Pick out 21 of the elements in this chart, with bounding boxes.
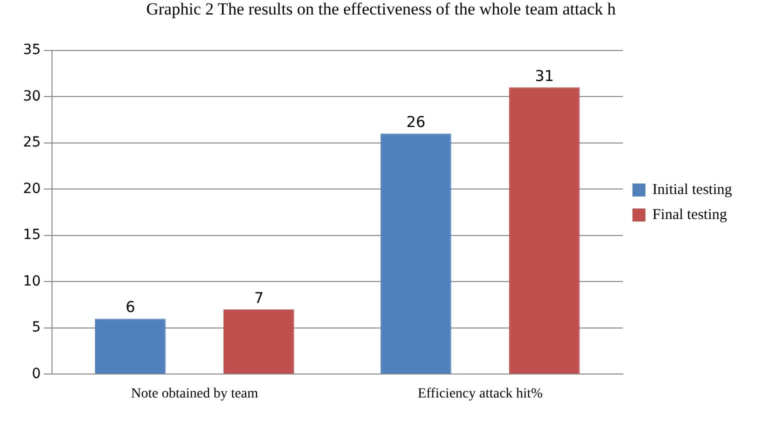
y-tick-label: 20: [22, 180, 41, 197]
bar: [224, 309, 294, 374]
data-label: 26: [406, 113, 426, 132]
bar: [95, 318, 166, 374]
legend-label: Final testing: [652, 206, 728, 223]
y-tick-label: 25: [22, 134, 41, 151]
data-label: 6: [126, 298, 136, 316]
y-tick-label: 5: [32, 320, 41, 336]
legend-label: Initial testing: [652, 182, 732, 198]
y-tick-label: 35: [22, 42, 41, 58]
chart-title: Graphic 2 The results on the effectiveness of the whole team attack h: [146, 0, 616, 19]
x-tick-label: Note obtained by team: [131, 386, 258, 402]
y-tick-label: 0: [32, 366, 41, 382]
bar: [509, 87, 580, 374]
bar: [380, 134, 452, 374]
y-tick-label: 10: [22, 273, 41, 290]
data-label: 7: [254, 288, 264, 307]
x-tick-label: Efficiency attack hit%: [418, 386, 543, 402]
y-tick-label: 15: [22, 227, 41, 244]
data-label: 31: [534, 66, 554, 85]
y-tick-label: 30: [22, 88, 41, 104]
